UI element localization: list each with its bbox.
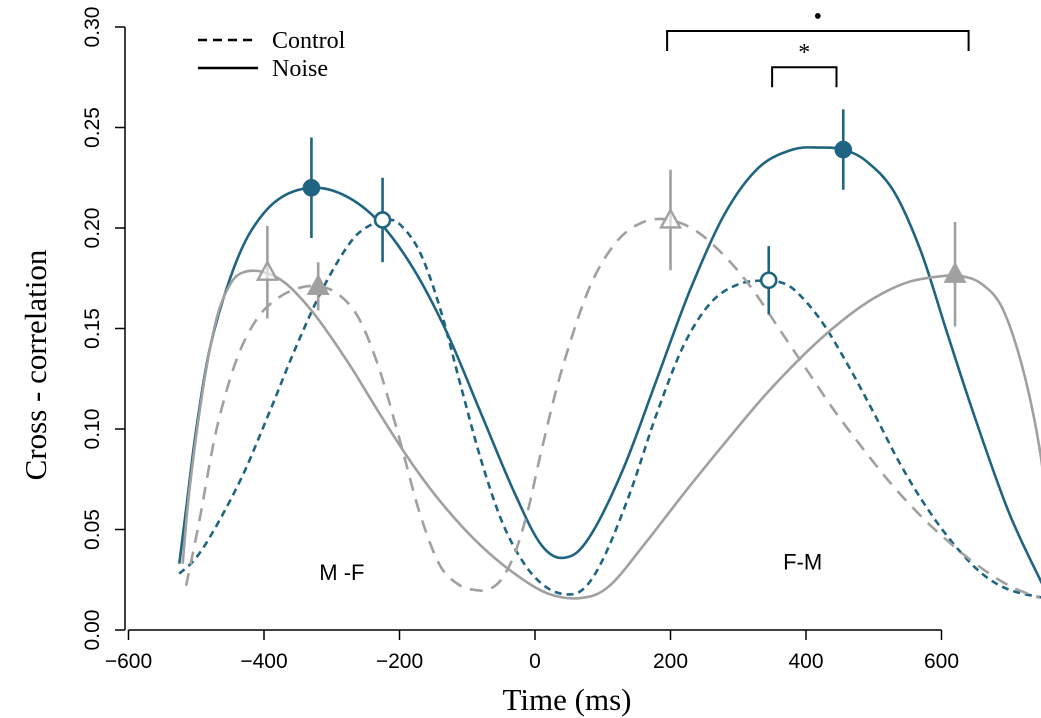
x-tick-label: 200 <box>653 650 688 673</box>
series-layer <box>178 146 1041 600</box>
axes: 0.00 0.05 0.10 0.15 0.20 0.25 0.30 −600 −400 −20… <box>81 7 959 673</box>
region-annotation: M -F <box>319 560 364 585</box>
x-ticks: −600 −400 −200 0 200 400 600 <box>105 630 959 673</box>
x-tick-label: −600 <box>105 650 152 673</box>
x-axis-label: Time (ms) <box>503 682 632 717</box>
y-tick-label: 0.10 <box>81 409 104 450</box>
y-tick-label: 0.15 <box>81 308 104 349</box>
y-tick-label: 0.25 <box>81 107 104 148</box>
x-tick-label: 0 <box>529 650 541 673</box>
region-annotation: F-M <box>783 550 822 575</box>
y-axis-label: Cross - correlation <box>18 249 53 480</box>
significance-label: • <box>814 4 822 30</box>
data-point-triangle <box>658 207 683 229</box>
x-tick-label: 600 <box>924 650 959 673</box>
data-point-triangle <box>255 259 279 281</box>
x-tick-label: 400 <box>788 650 823 673</box>
series-line-blue-solid <box>178 146 1041 585</box>
significance-bracket <box>666 30 970 52</box>
data-point-circle <box>302 179 321 197</box>
legend-noise-label: Noise <box>272 56 328 82</box>
series-line-blue-dashed <box>178 218 1041 599</box>
x-tick-label: −400 <box>240 650 287 673</box>
y-tick-label: 0.00 <box>81 610 104 651</box>
marker-layer <box>255 109 967 327</box>
annotations: M -F F-M <box>319 550 822 585</box>
x-tick-label: −200 <box>376 650 423 673</box>
legend: Control Noise <box>198 28 346 82</box>
data-point-triangle <box>306 273 330 295</box>
series-line-gray-solid <box>181 269 1041 600</box>
y-ticks: 0.00 0.05 0.10 0.15 0.20 0.25 0.30 <box>81 7 125 651</box>
y-tick-label: 0.05 <box>81 509 104 550</box>
data-point-circle <box>373 211 392 229</box>
significance-label: * <box>798 40 810 66</box>
significance-brackets: •* <box>666 4 970 88</box>
data-point-triangle <box>943 261 967 283</box>
series-line-gray-dashed <box>184 217 1041 600</box>
y-tick-label: 0.20 <box>81 208 104 249</box>
data-point-circle <box>759 271 778 290</box>
data-point-circle <box>834 140 853 159</box>
significance-bracket <box>771 66 838 88</box>
legend-control-label: Control <box>272 28 346 54</box>
y-tick-label: 0.30 <box>81 7 104 48</box>
